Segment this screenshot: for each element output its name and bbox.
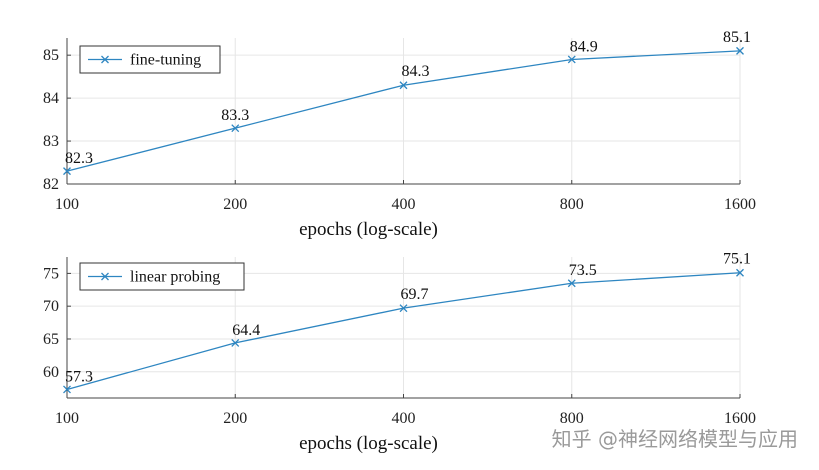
x-tick-label: 400 [392,196,416,213]
legend-marker [101,55,109,64]
data-label: 84.9 [570,38,598,55]
y-tick-label: 60 [43,364,59,381]
data-label: 82.3 [65,150,93,167]
y-tick-label: 65 [43,331,59,348]
data-point-marker [63,385,71,394]
x-tick-label: 100 [55,410,79,427]
data-point-marker [399,81,408,90]
x-tick-label: 200 [223,196,247,213]
x-axis-label: epochs (log-scale) [299,433,438,454]
x-tick-label: 200 [223,410,247,427]
data-point-marker [567,279,576,288]
y-tick-label: 82 [43,176,59,193]
watermark-text: 知乎 @神经网络模型与应用 [552,427,798,451]
data-label: 84.3 [402,63,430,80]
x-tick-label: 1600 [724,196,756,213]
data-label: 57.3 [65,368,93,385]
x-tick-label: 800 [560,410,584,427]
x-axis-label: epochs (log-scale) [299,219,438,240]
data-label: 83.3 [221,107,249,124]
y-tick-label: 83 [43,133,59,150]
x-tick-label: 1600 [724,410,756,427]
data-label: 73.5 [569,262,597,279]
legend-label: fine-tuning [130,52,201,69]
data-label: 75.1 [723,251,751,268]
y-tick-label: 84 [43,90,59,107]
data-point-marker [567,55,576,64]
data-point-marker [399,304,408,313]
chart-2: 60 65 70 75 100 200 400 800 1600 epochs (log-scal… [43,251,756,454]
data-label: 85.1 [723,29,751,46]
data-point-marker [63,167,71,176]
legend-label: linear probing [130,269,220,286]
data-point-marker [736,268,744,277]
legend-marker [101,272,109,281]
data-point-marker [231,338,240,347]
y-tick-label: 85 [43,47,59,64]
y-tick-label: 75 [43,265,59,282]
data-point-marker [231,124,240,133]
chart-1: 82 83 84 85 100 200 400 800 1600 epochs (log-scal… [43,29,756,240]
data-label: 64.4 [232,322,260,339]
x-tick-label: 100 [55,196,79,213]
y-tick-label: 70 [43,298,59,315]
data-label: 69.7 [401,286,429,303]
x-tick-label: 800 [560,196,584,213]
x-tick-label: 400 [392,410,416,427]
data-point-marker [736,46,744,55]
